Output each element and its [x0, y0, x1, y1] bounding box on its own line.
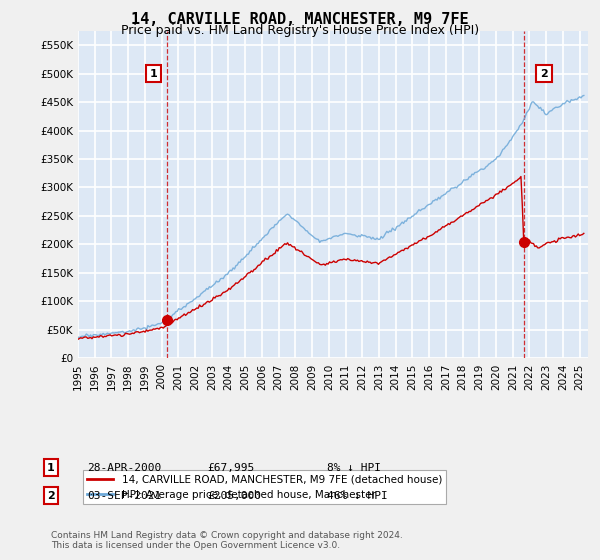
- Legend: 14, CARVILLE ROAD, MANCHESTER, M9 7FE (detached house), HPI: Average price, deta: 14, CARVILLE ROAD, MANCHESTER, M9 7FE (d…: [83, 470, 446, 504]
- Text: 03-SEP-2021: 03-SEP-2021: [87, 491, 161, 501]
- Text: 28-APR-2000: 28-APR-2000: [87, 463, 161, 473]
- Text: 1: 1: [47, 463, 55, 473]
- Text: 1: 1: [150, 68, 157, 78]
- Text: £67,995: £67,995: [207, 463, 254, 473]
- Text: 8% ↓ HPI: 8% ↓ HPI: [327, 463, 381, 473]
- Text: Price paid vs. HM Land Registry's House Price Index (HPI): Price paid vs. HM Land Registry's House …: [121, 24, 479, 36]
- Text: 14, CARVILLE ROAD, MANCHESTER, M9 7FE: 14, CARVILLE ROAD, MANCHESTER, M9 7FE: [131, 12, 469, 27]
- Text: 2: 2: [540, 68, 548, 78]
- Text: Contains HM Land Registry data © Crown copyright and database right 2024.
This d: Contains HM Land Registry data © Crown c…: [51, 530, 403, 550]
- Text: £205,000: £205,000: [207, 491, 261, 501]
- Text: 46% ↓ HPI: 46% ↓ HPI: [327, 491, 388, 501]
- Text: 2: 2: [47, 491, 55, 501]
